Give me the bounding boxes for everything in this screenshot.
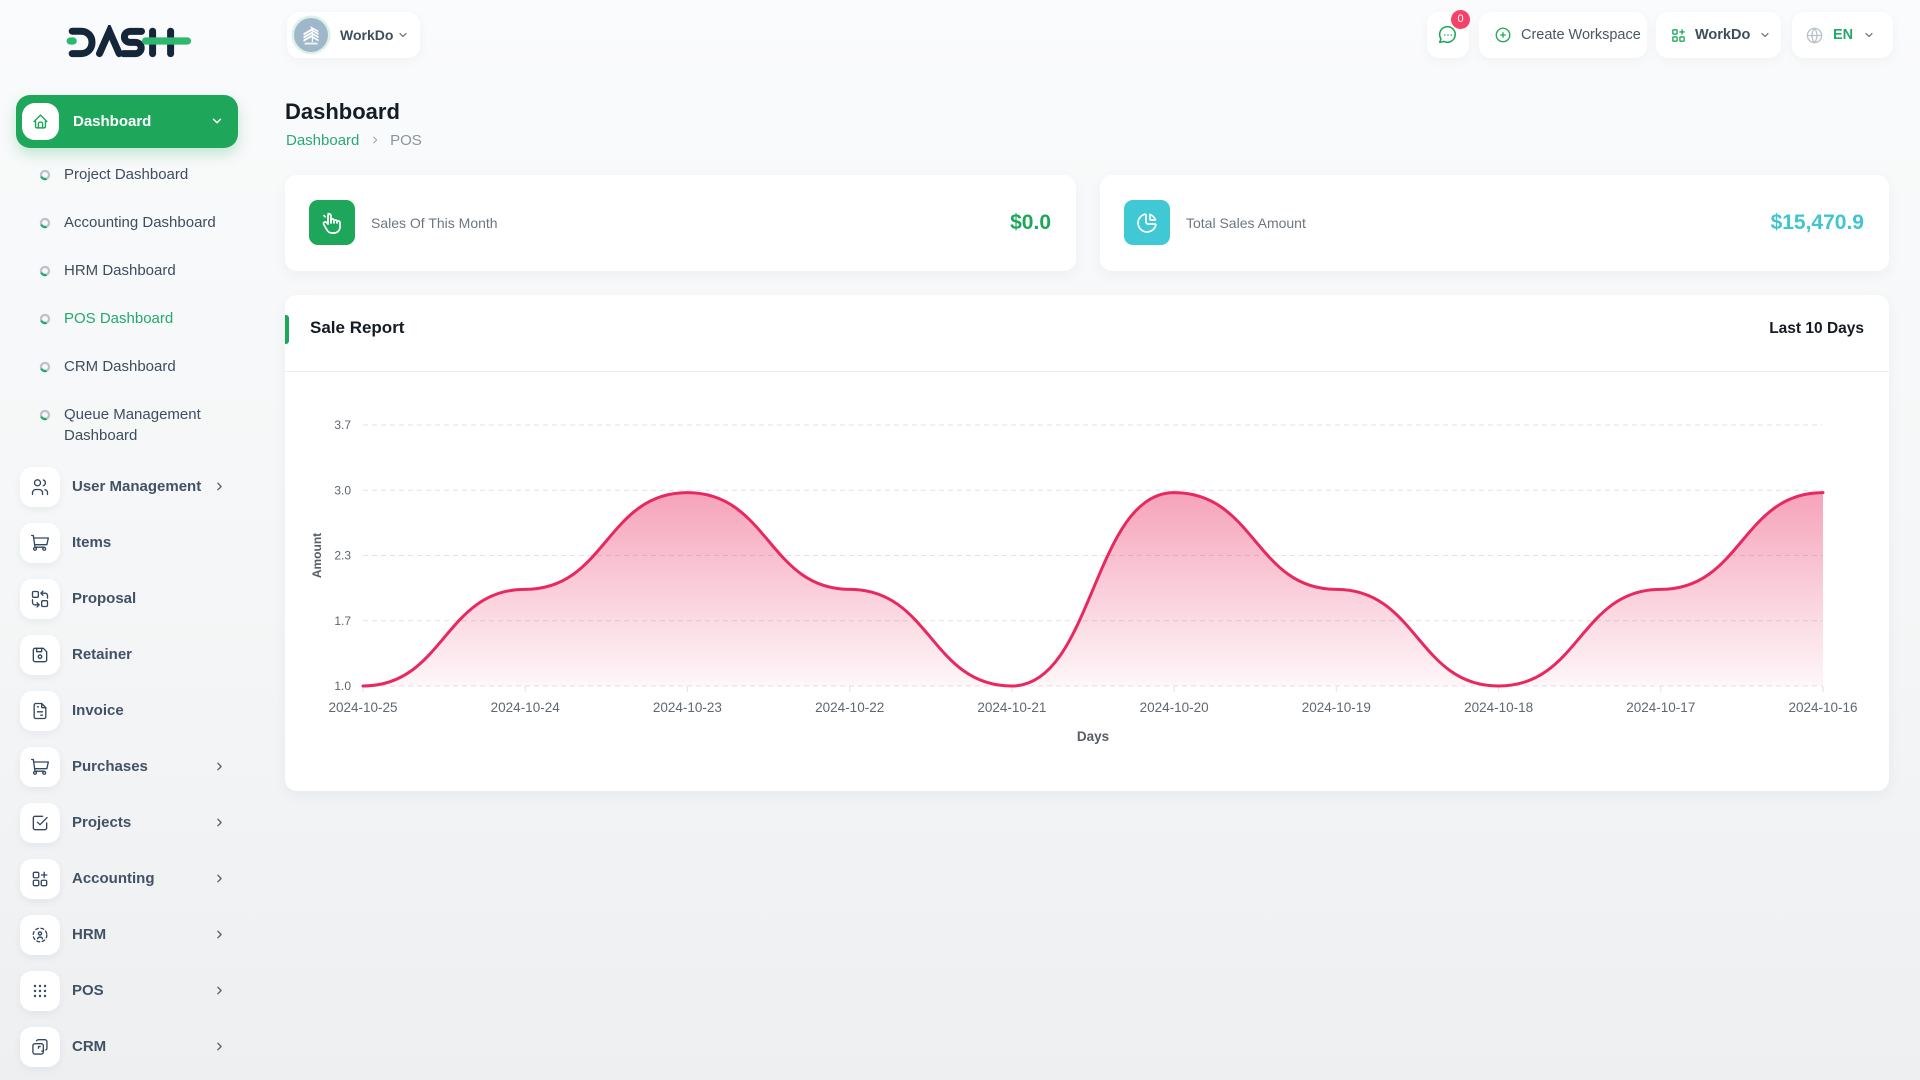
svg-text:2024-10-16: 2024-10-16: [1788, 700, 1857, 715]
svg-text:2024-10-18: 2024-10-18: [1464, 700, 1533, 715]
svg-text:2024-10-23: 2024-10-23: [653, 700, 722, 715]
svg-text:2024-10-25: 2024-10-25: [328, 700, 397, 715]
svg-text:2024-10-21: 2024-10-21: [977, 700, 1046, 715]
svg-text:1.0: 1.0: [334, 679, 351, 693]
svg-text:2024-10-19: 2024-10-19: [1302, 700, 1371, 715]
svg-text:2024-10-17: 2024-10-17: [1626, 700, 1695, 715]
svg-text:Amount: Amount: [310, 533, 324, 578]
svg-text:3.0: 3.0: [334, 483, 351, 497]
svg-text:Days: Days: [1077, 729, 1109, 744]
svg-text:2024-10-22: 2024-10-22: [815, 700, 884, 715]
svg-text:2024-10-24: 2024-10-24: [491, 700, 561, 715]
svg-text:2.3: 2.3: [334, 549, 351, 563]
svg-text:2024-10-20: 2024-10-20: [1140, 700, 1209, 715]
svg-text:1.7: 1.7: [334, 614, 351, 628]
svg-text:3.7: 3.7: [334, 418, 351, 432]
